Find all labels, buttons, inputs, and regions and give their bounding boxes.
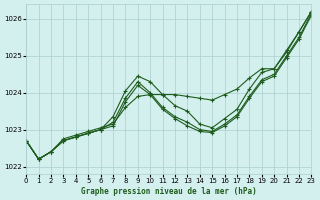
X-axis label: Graphe pression niveau de la mer (hPa): Graphe pression niveau de la mer (hPa): [81, 187, 257, 196]
